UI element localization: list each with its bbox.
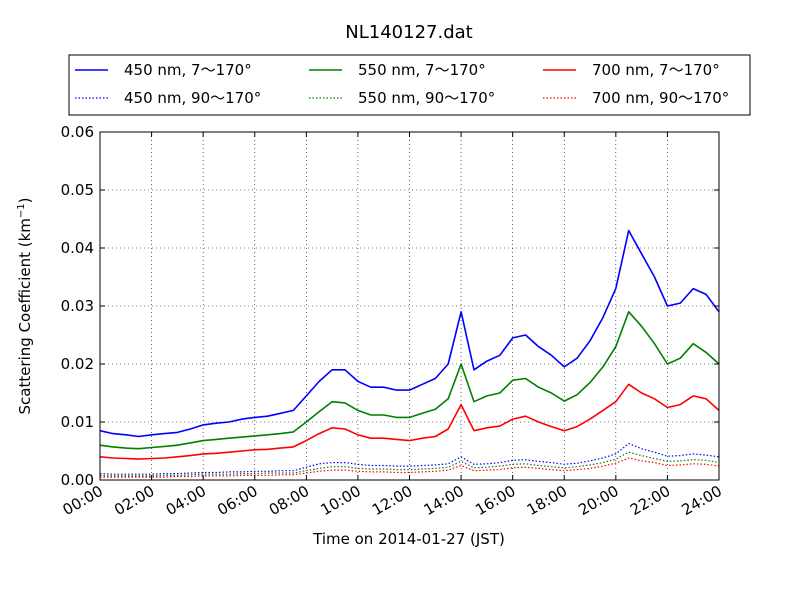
legend-label-1: 450 nm, 90～170° bbox=[124, 89, 261, 107]
x-tick-label: 10:00 bbox=[317, 482, 363, 519]
y-tick-label: 0.04 bbox=[61, 239, 94, 257]
legend-label-0: 450 nm, 7～170° bbox=[124, 61, 252, 79]
series-line-2 bbox=[99, 310, 720, 450]
legend-label-5: 700 nm, 90～170° bbox=[592, 89, 729, 107]
series-group bbox=[99, 229, 720, 478]
y-axis-label-sup: −1 bbox=[16, 203, 27, 218]
legend-label-3: 550 nm, 90～170° bbox=[358, 89, 495, 107]
y-tick-label: 0.01 bbox=[61, 413, 94, 431]
y-tick-label: 0.02 bbox=[61, 355, 94, 373]
y-tick-label: 0.00 bbox=[61, 471, 94, 489]
legend-box bbox=[68, 54, 751, 116]
x-tick-label: 24:00 bbox=[679, 482, 725, 519]
x-tick-label: 16:00 bbox=[472, 482, 518, 519]
legend: 450 nm, 7～170° 550 nm, 7～170° 700 nm, 7～17… bbox=[68, 54, 751, 116]
legend-label-2: 550 nm, 7～170° bbox=[358, 61, 486, 79]
y-axis-label-text: Scattering Coefficient (km bbox=[16, 218, 34, 414]
y-tick-label: 0.06 bbox=[61, 123, 94, 141]
series-line-5 bbox=[100, 457, 720, 478]
x-tick-label: 20:00 bbox=[575, 482, 621, 519]
x-tick-label: 04:00 bbox=[163, 482, 209, 519]
y-axis-label: Scattering Coefficient (km−1) bbox=[16, 197, 34, 414]
x-tick-label: 02:00 bbox=[111, 482, 157, 519]
chart-title: NL140127.dat bbox=[345, 22, 472, 43]
y-tick-label: 0.05 bbox=[61, 181, 94, 199]
y-tick-label: 0.03 bbox=[61, 297, 94, 315]
x-tick-label: 12:00 bbox=[369, 482, 415, 519]
x-tick-label: 08:00 bbox=[266, 482, 312, 519]
legend-label-4: 700 nm, 7～170° bbox=[592, 61, 720, 79]
plot-area: 00:00 02:00 04:00 06:00 08:00 10:00 12:00 14:00… bbox=[60, 123, 725, 519]
x-tick-label: 18:00 bbox=[524, 482, 570, 519]
series-line-1 bbox=[99, 442, 720, 475]
x-tick-label: 22:00 bbox=[627, 482, 673, 519]
series-line-4 bbox=[99, 383, 720, 460]
x-tick-label: 14:00 bbox=[421, 482, 467, 519]
x-tick-label: 06:00 bbox=[214, 482, 260, 519]
y-axis-label-close: ) bbox=[16, 197, 34, 203]
x-axis-label: Time on 2014-01-27 (JST) bbox=[312, 530, 505, 548]
series-line-0 bbox=[99, 229, 720, 438]
